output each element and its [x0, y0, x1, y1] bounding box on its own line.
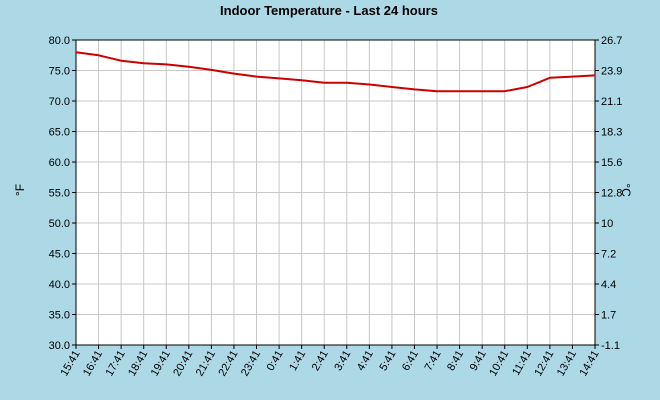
- series-line: [75, 51, 596, 93]
- grid-layer: [75, 39, 596, 346]
- data-point: [233, 72, 235, 75]
- data-point: [549, 77, 551, 79]
- x-tick-label: 8:41: [445, 349, 466, 374]
- right-tick-label: 1.7: [601, 310, 616, 322]
- series-layer: [75, 51, 596, 93]
- x-tick-label: 2:41: [310, 349, 331, 374]
- data-point: [436, 90, 438, 92]
- data-point: [571, 75, 574, 78]
- data-point: [142, 62, 145, 64]
- x-tick-label: 6:41: [400, 349, 421, 374]
- left-axis-ticks: 30.0 35.0 40.0 45.0 50.0 55.0 60.0 65.0 70.0 75.0…: [49, 35, 76, 352]
- x-tick-label: 14:41: [577, 349, 601, 379]
- left-tick-label: 50.0: [49, 218, 70, 230]
- x-tick-label: 15:41: [58, 349, 82, 379]
- x-tick-label: 11:41: [510, 349, 534, 378]
- left-tick-label: 75.0: [49, 66, 70, 78]
- x-tick-label: 23:41: [239, 349, 263, 379]
- data-point: [346, 81, 348, 84]
- x-tick-label: 9:41: [468, 349, 489, 374]
- left-tick-label: 45.0: [49, 249, 70, 261]
- x-tick-label: 3:41: [332, 349, 353, 374]
- x-tick-label: 4:41: [355, 349, 376, 374]
- right-tick-label: 26.7: [601, 35, 622, 47]
- right-tick-label: 15.6: [601, 157, 622, 169]
- x-tick-label: 21:41: [194, 349, 218, 379]
- right-tick-label: 21.1: [601, 96, 622, 108]
- right-tick-label: 10: [601, 218, 613, 230]
- data-point: [368, 83, 371, 86]
- data-point: [255, 75, 258, 78]
- data-point: [75, 51, 77, 53]
- data-point: [481, 90, 484, 92]
- data-point: [97, 54, 100, 57]
- x-tick-label: 1:41: [287, 349, 308, 374]
- x-tick-label: 7:41: [423, 349, 444, 374]
- data-point: [391, 86, 393, 88]
- data-point: [300, 79, 303, 82]
- data-point: [526, 86, 529, 88]
- left-tick-label: 35.0: [49, 310, 70, 322]
- x-axis-ticks: 15:4116:4117:4118:4119:4120:4121:4122:41…: [58, 345, 602, 379]
- right-axis-ticks: -1.1 1.7 4.4 7.2 10 12.8 15.6 18.3 21.1 23.9 26.7: [595, 35, 622, 352]
- left-tick-label: 60.0: [49, 157, 70, 169]
- x-tick-label: 16:41: [81, 349, 105, 379]
- x-tick-label: 18:41: [126, 349, 150, 379]
- data-point: [503, 90, 506, 92]
- data-point: [188, 66, 190, 68]
- x-tick-label: 13:41: [555, 349, 579, 379]
- x-tick-label: 12:41: [532, 349, 556, 379]
- data-point: [165, 63, 168, 66]
- y-axis-title-right: °C: [619, 183, 633, 197]
- data-point: [210, 69, 213, 71]
- left-tick-label: 55.0: [49, 188, 70, 200]
- right-tick-label: 18.3: [601, 127, 622, 139]
- data-point: [458, 90, 461, 92]
- right-tick-label: -1.1: [601, 340, 620, 352]
- x-tick-label: 19:41: [149, 349, 173, 379]
- chart-title: Indoor Temperature - Last 24 hours: [220, 3, 438, 18]
- x-tick-label: 10:41: [487, 349, 511, 379]
- y-axis-title-left: °F: [13, 184, 27, 196]
- data-point: [413, 88, 416, 91]
- x-tick-label: 0:41: [265, 349, 286, 374]
- left-tick-label: 65.0: [49, 127, 70, 139]
- right-tick-label: 12.8: [601, 188, 622, 200]
- right-tick-label: 4.4: [601, 279, 616, 291]
- data-point: [120, 59, 122, 62]
- x-tick-label: 22:41: [216, 349, 240, 379]
- data-point: [594, 74, 596, 77]
- data-point: [278, 77, 280, 80]
- left-tick-label: 40.0: [49, 279, 70, 291]
- left-tick-label: 30.0: [49, 340, 70, 352]
- right-tick-label: 23.9: [601, 66, 622, 78]
- right-tick-label: 7.2: [601, 249, 616, 261]
- data-point: [323, 81, 326, 84]
- x-tick-label: 20:41: [171, 349, 195, 379]
- left-tick-label: 80.0: [49, 35, 70, 47]
- left-tick-label: 70.0: [49, 96, 70, 108]
- x-tick-label: 17:41: [104, 349, 128, 379]
- x-tick-label: 5:41: [377, 349, 398, 374]
